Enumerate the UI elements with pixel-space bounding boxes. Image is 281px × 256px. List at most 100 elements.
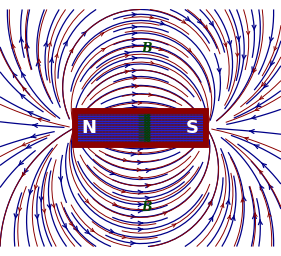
FancyArrowPatch shape [182, 20, 185, 23]
Text: N: N [81, 119, 96, 137]
FancyArrowPatch shape [122, 235, 126, 239]
FancyArrowPatch shape [36, 61, 40, 66]
Text: S: S [186, 119, 199, 137]
FancyArrowPatch shape [133, 77, 137, 80]
FancyArrowPatch shape [59, 177, 62, 182]
FancyArrowPatch shape [133, 92, 137, 96]
FancyArrowPatch shape [19, 161, 23, 165]
FancyArrowPatch shape [134, 111, 139, 115]
FancyArrowPatch shape [147, 184, 151, 187]
FancyArrowPatch shape [227, 216, 231, 219]
FancyArrowPatch shape [254, 213, 257, 217]
FancyArrowPatch shape [138, 101, 142, 104]
FancyArrowPatch shape [64, 41, 67, 46]
FancyArrowPatch shape [28, 112, 33, 115]
FancyArrowPatch shape [90, 228, 94, 232]
FancyArrowPatch shape [150, 61, 154, 65]
FancyArrowPatch shape [109, 229, 114, 233]
FancyArrowPatch shape [172, 224, 176, 227]
FancyArrowPatch shape [123, 158, 127, 162]
FancyArrowPatch shape [269, 184, 273, 189]
FancyArrowPatch shape [236, 53, 239, 57]
FancyArrowPatch shape [187, 48, 191, 52]
FancyArrowPatch shape [12, 45, 15, 48]
FancyArrowPatch shape [246, 31, 250, 35]
FancyArrowPatch shape [100, 33, 104, 36]
Bar [75, 111, 206, 145]
FancyArrowPatch shape [132, 44, 137, 48]
FancyArrowPatch shape [23, 87, 26, 91]
FancyArrowPatch shape [132, 56, 137, 60]
FancyArrowPatch shape [250, 130, 254, 133]
FancyArrowPatch shape [145, 184, 150, 188]
FancyArrowPatch shape [236, 36, 240, 41]
FancyArrowPatch shape [253, 214, 257, 219]
FancyArrowPatch shape [133, 135, 137, 139]
FancyArrowPatch shape [252, 25, 256, 30]
FancyArrowPatch shape [18, 208, 22, 211]
FancyArrowPatch shape [52, 204, 55, 208]
FancyArrowPatch shape [263, 83, 268, 88]
FancyArrowPatch shape [132, 13, 137, 17]
FancyArrowPatch shape [209, 199, 212, 205]
FancyArrowPatch shape [113, 202, 117, 206]
FancyArrowPatch shape [139, 176, 142, 180]
FancyArrowPatch shape [132, 37, 137, 41]
FancyArrowPatch shape [251, 115, 256, 119]
FancyArrowPatch shape [132, 31, 137, 35]
FancyArrowPatch shape [228, 41, 232, 46]
FancyArrowPatch shape [70, 49, 73, 53]
FancyArrowPatch shape [132, 69, 137, 72]
FancyArrowPatch shape [163, 212, 167, 215]
FancyArrowPatch shape [209, 22, 214, 27]
FancyArrowPatch shape [39, 197, 43, 202]
FancyArrowPatch shape [262, 82, 265, 86]
FancyArrowPatch shape [138, 152, 142, 155]
FancyArrowPatch shape [242, 196, 246, 201]
FancyArrowPatch shape [125, 54, 129, 58]
FancyArrowPatch shape [145, 196, 150, 200]
FancyArrowPatch shape [125, 51, 130, 55]
FancyArrowPatch shape [185, 17, 190, 21]
FancyArrowPatch shape [125, 70, 129, 73]
FancyArrowPatch shape [149, 16, 153, 19]
FancyArrowPatch shape [160, 21, 165, 25]
FancyArrowPatch shape [38, 118, 42, 121]
FancyArrowPatch shape [268, 213, 271, 217]
FancyArrowPatch shape [260, 185, 264, 190]
FancyArrowPatch shape [132, 25, 137, 29]
FancyArrowPatch shape [24, 168, 28, 174]
FancyArrowPatch shape [130, 241, 135, 245]
FancyArrowPatch shape [226, 199, 230, 204]
FancyArrowPatch shape [133, 117, 137, 121]
FancyArrowPatch shape [269, 37, 273, 42]
FancyArrowPatch shape [25, 43, 29, 48]
FancyArrowPatch shape [138, 228, 143, 231]
FancyArrowPatch shape [135, 85, 139, 88]
FancyArrowPatch shape [22, 143, 26, 146]
FancyArrowPatch shape [255, 108, 259, 110]
Text: B: B [142, 41, 152, 55]
FancyArrowPatch shape [231, 215, 235, 220]
FancyArrowPatch shape [131, 215, 136, 218]
FancyArrowPatch shape [85, 199, 89, 203]
FancyArrowPatch shape [47, 204, 51, 209]
FancyArrowPatch shape [55, 54, 58, 58]
FancyArrowPatch shape [74, 226, 78, 231]
FancyArrowPatch shape [259, 219, 262, 225]
FancyArrowPatch shape [133, 126, 138, 130]
FancyArrowPatch shape [132, 105, 137, 109]
FancyArrowPatch shape [31, 134, 36, 138]
FancyArrowPatch shape [217, 68, 221, 74]
FancyArrowPatch shape [34, 185, 38, 189]
FancyArrowPatch shape [148, 93, 152, 96]
FancyArrowPatch shape [20, 94, 25, 99]
FancyArrowPatch shape [131, 152, 136, 156]
FancyArrowPatch shape [22, 172, 26, 176]
FancyArrowPatch shape [37, 59, 41, 63]
FancyArrowPatch shape [121, 190, 125, 193]
FancyArrowPatch shape [138, 147, 143, 151]
Text: B: B [142, 201, 152, 215]
FancyArrowPatch shape [256, 103, 261, 107]
FancyArrowPatch shape [270, 61, 274, 66]
